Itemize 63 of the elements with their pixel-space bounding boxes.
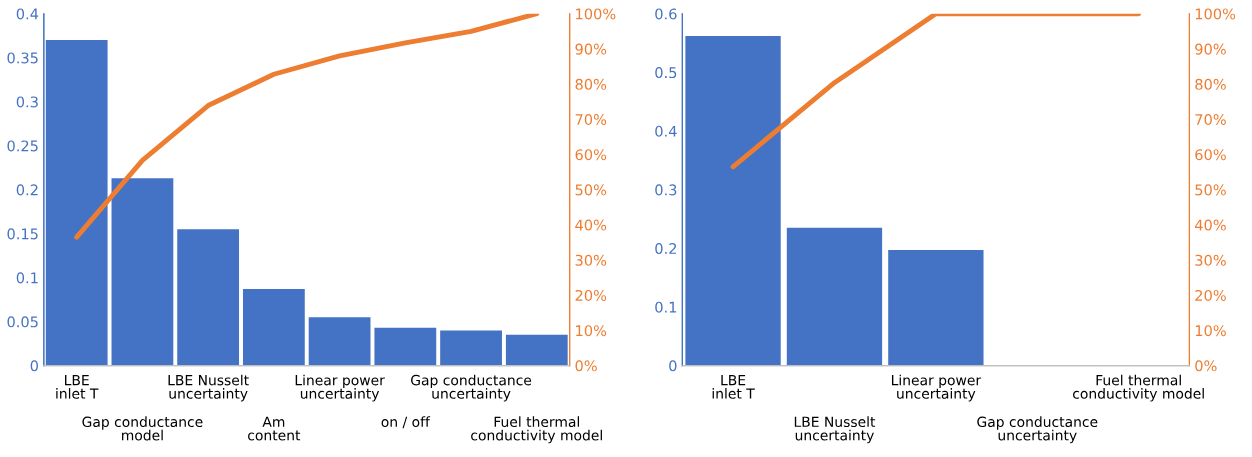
bar bbox=[177, 229, 240, 366]
y2-tick-label: 40% bbox=[575, 219, 607, 231]
x-tick-label: LBE Nusselt uncertainty bbox=[794, 416, 876, 444]
x-tick-label: Fuel thermal conductivity model bbox=[1073, 374, 1204, 402]
y-tick-label: 0.4 bbox=[16, 8, 39, 20]
bar bbox=[374, 327, 437, 366]
y2-tick-label: 90% bbox=[1195, 43, 1226, 55]
bar bbox=[308, 317, 371, 366]
y2-tick-label: 0% bbox=[1195, 360, 1217, 372]
y2-tick-label: 80% bbox=[575, 78, 607, 90]
y2-tick-label: 20% bbox=[575, 289, 607, 301]
y-tick-label: 0.15 bbox=[7, 228, 38, 240]
x-tick-label: Gap conductance uncertainty bbox=[977, 416, 1098, 444]
y2-tick-label: 70% bbox=[1195, 113, 1226, 126]
line-series bbox=[74, 13, 540, 240]
y-tick-label: 0 bbox=[669, 360, 677, 372]
y2-tick-label: 10% bbox=[1195, 325, 1226, 337]
y2-tick-label: 50% bbox=[1195, 184, 1226, 196]
x-tick-label: LBE Nusselt uncertainty bbox=[168, 374, 249, 402]
x-tick-label: Linear power uncertainty bbox=[891, 374, 982, 402]
y2-tick-label: 50% bbox=[575, 184, 607, 196]
bar bbox=[786, 227, 883, 366]
y2-tick-label: 0% bbox=[575, 360, 597, 372]
bar bbox=[685, 36, 781, 366]
y2-tick-label: 10% bbox=[576, 325, 607, 337]
x-tick-label: Gap conductance model bbox=[82, 416, 203, 441]
bar bbox=[242, 289, 305, 366]
x-tick-label: Gap conductance uncertainty bbox=[411, 374, 532, 402]
y-tick-label: 0.2 bbox=[655, 243, 677, 255]
y2-tick-label: 30% bbox=[575, 254, 607, 266]
x-tick-label: Am content bbox=[248, 416, 301, 441]
x-tick-label: Fuel thermal conductivity model bbox=[471, 416, 602, 444]
y-tick-label: 0.1 bbox=[655, 301, 677, 313]
y2-tick-label: 100% bbox=[576, 8, 616, 20]
y-tick-label: 0.05 bbox=[7, 316, 38, 328]
bar bbox=[111, 178, 174, 366]
y-tick-label: 0.1 bbox=[16, 272, 38, 284]
y2-tick-label: 70% bbox=[575, 113, 607, 126]
y-tick-label: 0.5 bbox=[655, 67, 677, 79]
x-tick-label: Linear power uncertainty bbox=[295, 374, 385, 402]
y2-tick-label: 30% bbox=[1195, 254, 1226, 266]
y2-tick-label: 60% bbox=[1195, 149, 1226, 161]
y2-tick-label: 60% bbox=[575, 149, 607, 161]
y-tick-label: 0 bbox=[30, 360, 38, 372]
x-tick-label: LBE inlet T bbox=[712, 375, 755, 399]
y-tick-label: 0.3 bbox=[655, 184, 677, 196]
y2-tick-label: 80% bbox=[1195, 78, 1226, 90]
y-tick-label: 0.3 bbox=[16, 96, 38, 108]
y-tick-label: 0.4 bbox=[655, 125, 677, 137]
y-tick-label: 0.2 bbox=[16, 184, 38, 196]
x-tick-label: LBE inlet T bbox=[56, 375, 99, 399]
y-tick-label: 0.6 bbox=[655, 8, 677, 20]
y2-tick-label: 20% bbox=[1195, 289, 1226, 301]
y-tick-label: 0.35 bbox=[7, 52, 38, 64]
bar bbox=[45, 40, 108, 366]
bar bbox=[505, 334, 568, 366]
y2-tick-label: 40% bbox=[1194, 219, 1226, 231]
bar bbox=[440, 330, 502, 366]
x-tick-label: on / off bbox=[381, 416, 431, 429]
y-tick-label: 0.25 bbox=[7, 140, 38, 152]
y2-tick-label: 90% bbox=[575, 43, 607, 55]
bar bbox=[888, 250, 984, 366]
y2-tick-label: 100% bbox=[1195, 8, 1236, 20]
